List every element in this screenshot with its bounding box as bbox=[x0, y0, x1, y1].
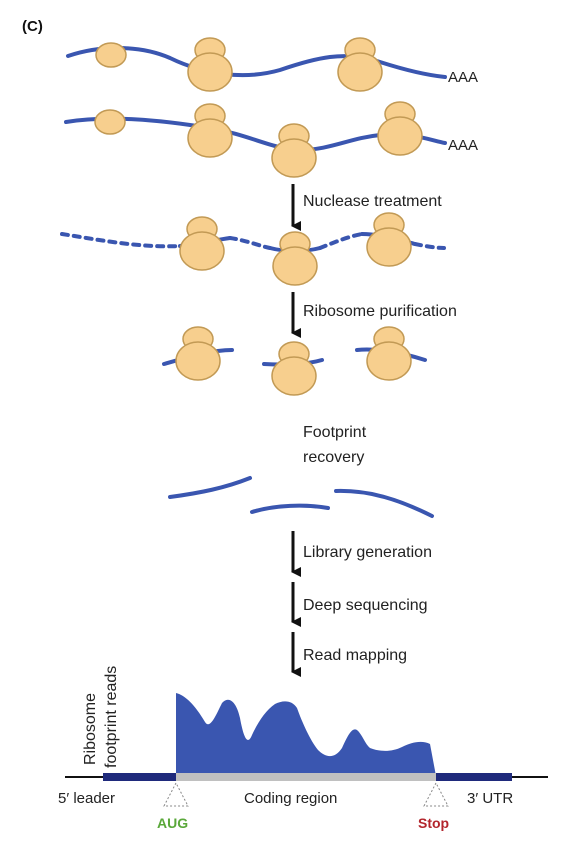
step-purification: Ribosome purification bbox=[291, 292, 457, 338]
small-subunit bbox=[94, 109, 126, 135]
step-sequencing: Deep sequencing bbox=[291, 582, 428, 627]
ribosome bbox=[271, 341, 317, 396]
mrna-dotted-segment bbox=[228, 236, 272, 250]
large-subunit bbox=[337, 52, 383, 92]
large-subunit bbox=[179, 231, 225, 271]
mrna-line bbox=[66, 46, 447, 79]
step-recovery: Footprint recovery bbox=[303, 424, 367, 466]
step-mapping: Read mapping bbox=[291, 632, 407, 677]
large-subunit bbox=[187, 52, 233, 92]
start-codon-label: AUG bbox=[157, 815, 188, 831]
footprint-fragment bbox=[250, 503, 330, 514]
footprint-fragment bbox=[168, 476, 252, 499]
small-subunit bbox=[95, 42, 127, 68]
mrna-dotted-segment bbox=[60, 232, 182, 249]
large-subunit bbox=[175, 341, 221, 381]
mrna-dotted-segment bbox=[318, 232, 364, 250]
ribosomes bbox=[94, 37, 423, 396]
poly-a-tail: AAA bbox=[448, 137, 478, 154]
mrna-dotted-segment bbox=[413, 242, 446, 250]
large-subunit bbox=[272, 246, 318, 286]
step-label-line2: recovery bbox=[303, 449, 364, 466]
ribosome bbox=[271, 123, 317, 178]
ribosome bbox=[179, 216, 225, 271]
coding-region-label: Coding region bbox=[244, 790, 337, 807]
panel-label: (C) bbox=[22, 18, 43, 35]
step-label: Read mapping bbox=[303, 647, 407, 664]
five-prime-leader-label: 5′ leader bbox=[58, 790, 115, 807]
mrna-strand-1: AAA bbox=[66, 46, 478, 86]
step-label: Deep sequencing bbox=[303, 597, 428, 614]
step-label: Library generation bbox=[303, 544, 432, 561]
start-codon-marker bbox=[163, 781, 189, 807]
large-subunit bbox=[377, 116, 423, 156]
step-nuclease: Nuclease treatment bbox=[291, 184, 442, 231]
y-axis-label-line2: footprint reads bbox=[103, 666, 120, 768]
poly-a-tail: AAA bbox=[448, 69, 478, 86]
ribosome bbox=[175, 326, 221, 381]
coding-region-bar bbox=[176, 773, 436, 781]
three-prime-utr-label: 3′ UTR bbox=[467, 790, 513, 807]
ribosome bbox=[377, 101, 423, 156]
ribosome bbox=[187, 103, 233, 158]
ribosome bbox=[187, 37, 233, 92]
large-subunit bbox=[366, 227, 412, 267]
recovered-footprints bbox=[168, 476, 434, 518]
y-axis-label-line1: Ribosome bbox=[82, 693, 99, 765]
step-library: Library generation bbox=[291, 531, 432, 577]
ribosome bbox=[366, 326, 412, 381]
ribosome bbox=[337, 37, 383, 92]
step-label: Nuclease treatment bbox=[303, 193, 442, 210]
three-prime-utr-bar bbox=[436, 773, 512, 781]
footprint-profile: Ribosome footprint reads 5′ leader Codin… bbox=[58, 666, 548, 831]
stop-codon-marker bbox=[423, 781, 449, 807]
five-prime-leader-bar bbox=[103, 773, 176, 781]
stop-codon-label: Stop bbox=[418, 815, 449, 831]
coverage-area bbox=[176, 693, 436, 776]
step-label-line1: Footprint bbox=[303, 424, 367, 441]
large-subunit bbox=[366, 341, 412, 381]
ribosome bbox=[272, 231, 318, 286]
large-subunit bbox=[271, 356, 317, 396]
large-subunit bbox=[187, 118, 233, 158]
step-label: Ribosome purification bbox=[303, 303, 457, 320]
ribosome bbox=[366, 212, 412, 267]
footprint-fragment bbox=[334, 488, 434, 518]
large-subunit bbox=[271, 138, 317, 178]
